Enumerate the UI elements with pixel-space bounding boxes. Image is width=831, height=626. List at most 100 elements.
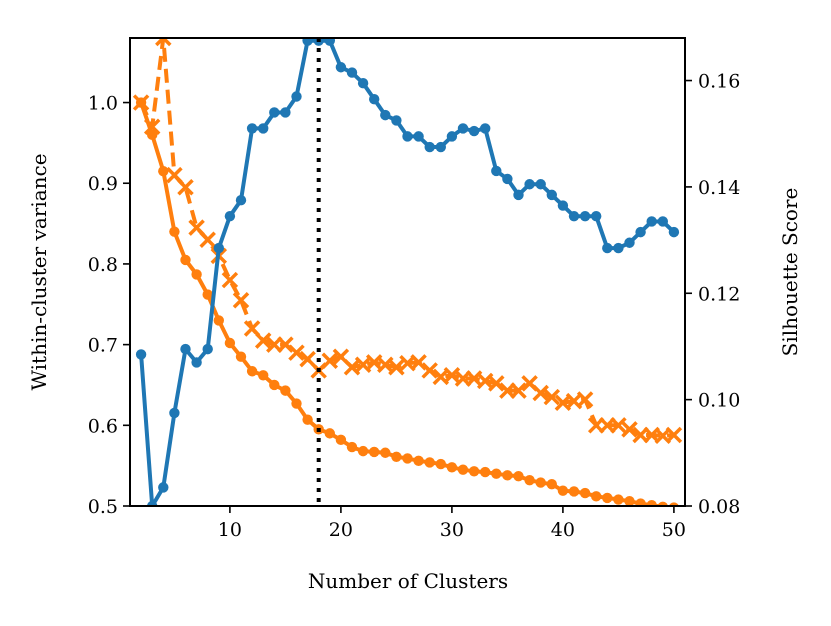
series-point-1-36	[532, 384, 549, 402]
series-point-1-26	[421, 362, 438, 379]
y-left-tick-label-0: 0.5	[88, 496, 118, 518]
series-point-0-14	[291, 398, 302, 409]
y-left-tick-label-3: 0.8	[88, 254, 118, 276]
series-point-2-25	[413, 131, 424, 142]
series-point-2-47	[657, 216, 668, 227]
series-point-0-44	[624, 495, 635, 506]
series-point-2-19	[346, 67, 358, 78]
plot-frame	[129, 37, 686, 507]
series-point-0-28	[446, 462, 458, 473]
series-point-2-14	[291, 91, 302, 102]
series-point-0-36	[535, 477, 546, 488]
series-point-0-33	[502, 470, 513, 481]
x-tick-label-30: 30	[440, 519, 464, 541]
series-point-2-40	[579, 210, 591, 222]
x-tick-label-20: 20	[329, 519, 353, 541]
series-point-1-14	[288, 344, 305, 361]
series-point-2-28	[446, 131, 458, 142]
series-point-2-34	[513, 189, 524, 201]
series-point-0-1	[147, 129, 158, 141]
series-point-0-40	[579, 487, 591, 499]
series-point-0-19	[346, 441, 358, 453]
x-tick-label-40: 40	[551, 519, 575, 541]
y-right-tick-label-2: 0.12	[698, 283, 740, 305]
series-point-1-8	[221, 271, 239, 289]
series-point-0-26	[424, 457, 435, 468]
series-point-1-4	[177, 179, 194, 196]
data-group	[132, 38, 683, 506]
series-point-2-36	[535, 179, 546, 190]
series-point-1-40	[576, 391, 594, 408]
series-point-1-0	[132, 94, 150, 111]
y-left-tick-label-5: 1.0	[88, 93, 118, 115]
x-axis-label: Number of Clusters	[308, 569, 508, 593]
series-point-0-20	[357, 445, 369, 457]
y-left-tick-label-2: 0.7	[88, 335, 118, 357]
series-point-0-11	[258, 370, 269, 381]
series-point-1-25	[410, 354, 427, 371]
series-point-1-23	[388, 358, 405, 376]
series-point-2-18	[335, 62, 347, 73]
series-point-2-15	[302, 38, 313, 46]
series-point-2-37	[546, 189, 557, 201]
series-point-0-29	[457, 464, 469, 475]
x-tick-label-10: 10	[218, 519, 242, 541]
series-point-0-23	[391, 451, 402, 462]
series-point-2-46	[646, 216, 657, 227]
series-point-0-21	[369, 446, 380, 458]
series-point-2-5	[191, 357, 202, 368]
x-tick-label-50: 50	[662, 519, 686, 541]
series-point-2-2	[158, 482, 169, 493]
series-point-2-10	[246, 123, 258, 134]
series-point-2-13	[280, 107, 291, 118]
series-point-2-3	[169, 407, 180, 419]
series-point-0-37	[546, 479, 557, 490]
y-left-tick-label-1: 0.6	[88, 415, 118, 437]
series-2	[135, 38, 680, 506]
series-point-0-42	[602, 492, 613, 504]
series-point-2-12	[269, 107, 280, 118]
series-point-2-22	[380, 109, 391, 121]
series-point-2-38	[557, 200, 569, 211]
series-point-2-21	[369, 93, 380, 105]
series-point-2-48	[668, 226, 680, 238]
series-point-0-45	[635, 498, 646, 506]
series-point-2-9	[235, 195, 247, 206]
series-point-1-13	[277, 336, 294, 353]
series-point-1-37	[543, 388, 561, 406]
y-right-tick-label-3: 0.14	[698, 177, 740, 199]
axes-layer: 10 20 30 40 50 0.5 0.6 0.7 0.8 0.9 1.0 0.08 0.10 0.12…	[88, 37, 740, 541]
series-point-2-27	[435, 141, 446, 153]
series-point-2-23	[391, 115, 402, 126]
series-point-0-24	[402, 453, 413, 464]
series-point-1-34	[510, 382, 527, 399]
series-point-1-9	[232, 292, 250, 309]
series-point-2-6	[202, 343, 213, 355]
series-point-0-38	[557, 485, 569, 496]
series-point-0-22	[380, 447, 391, 458]
y-right-tick-label-0: 0.08	[698, 496, 740, 518]
series-point-0-9	[235, 351, 247, 362]
series-point-0-12	[269, 379, 280, 391]
series-point-2-43	[613, 242, 624, 254]
series-point-0-7	[213, 315, 224, 326]
y-axis-left-label: Within-cluster variance	[27, 153, 51, 390]
series-point-0-17	[324, 428, 335, 439]
series-point-1-6	[199, 231, 216, 248]
series-point-2-4	[180, 343, 191, 355]
series-1	[132, 38, 683, 445]
series-0	[135, 97, 679, 506]
series-point-0-35	[524, 474, 535, 486]
series-point-2-7	[213, 242, 224, 254]
series-point-0-30	[468, 466, 480, 477]
series-point-1-17	[321, 352, 339, 369]
series-point-0-2	[158, 165, 169, 177]
series-point-2-30	[468, 125, 480, 137]
series-point-0-6	[202, 289, 213, 300]
series-point-0-10	[246, 366, 258, 377]
series-point-1-32	[488, 375, 505, 392]
series-point-2-0	[135, 349, 147, 360]
series-point-2-1	[147, 500, 158, 506]
